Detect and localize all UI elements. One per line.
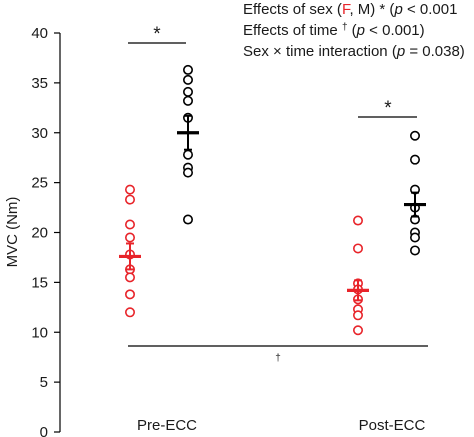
category-label-post-ecc: Post-ECC (359, 417, 426, 434)
legend-time-effect-open: ( (348, 22, 357, 39)
category-label-pre-ecc: Pre-ECC (137, 417, 197, 434)
female-post-ecc-data-point (352, 310, 363, 321)
legend-sex-effect-value: < 0.001 (403, 1, 458, 18)
male-post-ecc-data-point (409, 245, 420, 256)
female-pre-ecc-data-point (125, 289, 136, 300)
male-pre-ecc-data-point (183, 167, 194, 178)
female-post-ecc-data-point (352, 215, 363, 226)
legend-sex-effect-p: p (393, 1, 402, 18)
male-post-ecc-data-point (409, 232, 420, 243)
y-tick-label: 15 (31, 274, 48, 291)
post-ecc-sex-star: * (384, 98, 392, 119)
legend-interaction: Sex × time interaction (p = 0.038) (243, 43, 465, 60)
legend-time-effect-prefix: Effects of time (243, 22, 342, 39)
y-tick-label: 0 (40, 424, 48, 437)
male-pre-ecc-data-point (183, 74, 194, 85)
y-ticks: 0 5 10 15 20 25 30 35 40 (31, 25, 60, 437)
legend-female-marker: F (342, 1, 351, 18)
legend-sex-effect-middle: , M) * ( (349, 1, 394, 18)
male-pre-ecc-data-point (183, 86, 194, 97)
legend-time-dagger: † (342, 22, 348, 33)
female-post-ecc-data-point (352, 325, 363, 336)
pre-ecc-sex-star: * (153, 24, 161, 45)
legend-sex-effect-prefix: Effects of sex ( (243, 1, 342, 18)
y-tick-label: 35 (31, 75, 48, 92)
female-pre-ecc-data-point (125, 184, 136, 195)
legend-time-effect: Effects of time † (p < 0.001) (243, 22, 425, 39)
y-tick-label: 30 (31, 125, 48, 142)
male-pre-ecc-data-point (183, 64, 194, 75)
male-post-ecc-data-point (409, 154, 420, 165)
female-post-ecc-data-point (352, 243, 363, 254)
male-pre-ecc-data-point (183, 214, 194, 225)
legend-time-effect-value: < 0.001) (365, 22, 425, 39)
legend-time-effect-p: p (356, 22, 365, 39)
y-tick-label: 25 (31, 175, 48, 192)
female-pre-ecc-data-point (125, 272, 136, 283)
female-pre-ecc-data-point (125, 219, 136, 230)
legend-sex-effect: Effects of sex (F, M) * (p < 0.001 (243, 1, 457, 18)
male-pre-ecc-data-point (183, 149, 194, 160)
y-tick-label: 10 (31, 324, 48, 341)
legend-interaction-prefix: Sex × time interaction ( (243, 43, 397, 60)
female-pre-ecc-data-point (125, 232, 136, 243)
male-pre-ecc-data-point (183, 95, 194, 106)
data-marks (119, 64, 426, 336)
female-pre-ecc-data-point (125, 194, 136, 205)
y-tick-label: 5 (40, 374, 48, 391)
time-effect-dagger: † (275, 353, 281, 364)
y-tick-label: 40 (31, 25, 48, 42)
legend-interaction-value: = 0.038) (405, 43, 465, 60)
male-post-ecc-data-point (409, 130, 420, 141)
legend-interaction-p: p (396, 43, 405, 60)
female-pre-ecc-data-point (125, 307, 136, 318)
y-tick-label: 20 (31, 225, 48, 242)
y-axis-label: MVC (Nm) (4, 197, 21, 268)
